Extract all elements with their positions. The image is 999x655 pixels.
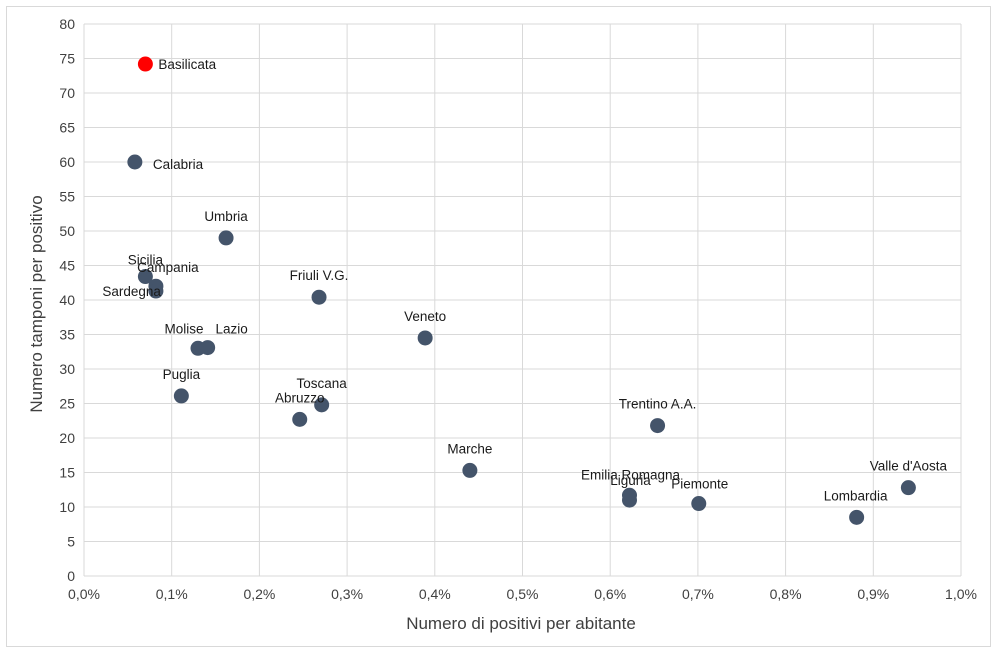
- data-point: [200, 340, 216, 356]
- data-point-label: Puglia: [163, 367, 201, 382]
- data-point: [292, 411, 308, 427]
- tick-layer: 0 5 10 15 20 25 30 35 40 45 50 55 60 65 70 75 80 0,0% 0,1%…: [59, 16, 977, 602]
- y-tick-label: 0: [67, 568, 75, 584]
- data-point-label: Veneto: [404, 309, 446, 324]
- data-point: [127, 154, 143, 170]
- data-point-label: Campania: [137, 260, 199, 275]
- x-tick-label: 0,7%: [682, 586, 714, 602]
- data-point: [314, 397, 330, 413]
- data-point-label: Friuli V.G.: [290, 268, 349, 283]
- x-tick-label: 0,0%: [68, 586, 100, 602]
- y-tick-label: 55: [59, 189, 75, 205]
- data-point: [148, 283, 164, 299]
- data-point-label: Abruzzo: [275, 390, 325, 405]
- data-point-label: Calabria: [153, 157, 204, 172]
- y-axis-title: Numero tamponi per positivo: [27, 195, 46, 412]
- y-tick-label: 25: [59, 396, 75, 412]
- y-tick-label: 35: [59, 327, 75, 343]
- y-tick-label: 50: [59, 223, 75, 239]
- data-point: [173, 388, 189, 404]
- x-tick-label: 0,1%: [156, 586, 188, 602]
- y-tick-label: 5: [67, 534, 75, 550]
- x-tick-label: 0,9%: [857, 586, 889, 602]
- data-point: [849, 509, 865, 525]
- x-tick-label: 0,5%: [507, 586, 539, 602]
- chart-frame: 0 5 10 15 20 25 30 35 40 45 50 55 60 65 70 75 80 0,0% 0,1%…: [6, 6, 991, 647]
- data-point-label: Valle d'Aosta: [870, 459, 948, 474]
- data-point: [650, 418, 666, 434]
- data-point-label: Lombardia: [824, 488, 888, 503]
- x-tick-label: 0,3%: [331, 586, 363, 602]
- data-point-label: Piemonte: [671, 477, 728, 492]
- y-tick-label: 80: [59, 16, 75, 32]
- data-point-label: Sardegna: [102, 284, 161, 299]
- x-tick-label: 0,8%: [770, 586, 802, 602]
- data-point: [137, 269, 153, 285]
- y-tick-label: 20: [59, 430, 75, 446]
- data-point-label: Basilicata: [158, 57, 216, 72]
- grid-layer: [83, 23, 962, 577]
- data-point-label: Molise: [165, 321, 204, 336]
- data-point: [691, 496, 707, 512]
- data-point: [621, 492, 637, 508]
- scatter-chart: 0 5 10 15 20 25 30 35 40 45 50 55 60 65 70 75 80 0,0% 0,1%…: [27, 16, 977, 633]
- x-tick-label: 1,0%: [945, 586, 977, 602]
- data-point-label: Toscana: [297, 376, 348, 391]
- y-tick-label: 40: [59, 292, 75, 308]
- x-tick-label: 0,4%: [419, 586, 451, 602]
- point-layer: [127, 56, 916, 525]
- data-point-label: Lazio: [216, 322, 248, 337]
- x-tick-label: 0,6%: [594, 586, 626, 602]
- data-point-label: Emilia Romagna: [581, 467, 681, 482]
- data-point: [462, 462, 478, 478]
- y-tick-label: 30: [59, 361, 75, 377]
- data-point: [218, 230, 234, 246]
- y-tick-label: 15: [59, 465, 75, 481]
- data-point-label: Trentino A.A.: [619, 397, 697, 412]
- data-point: [311, 289, 327, 305]
- data-point-label: Umbria: [204, 209, 248, 224]
- y-tick-label: 10: [59, 499, 75, 515]
- x-axis-title: Numero di positivi per abitante: [406, 614, 636, 633]
- data-point-label: Marche: [447, 441, 492, 456]
- y-tick-label: 75: [59, 51, 75, 67]
- y-tick-label: 70: [59, 85, 75, 101]
- data-point-label: Liguria: [610, 473, 651, 488]
- data-point-label: Sicilia: [128, 253, 164, 268]
- data-point: [137, 56, 153, 72]
- y-tick-label: 60: [59, 154, 75, 170]
- x-tick-label: 0,2%: [243, 586, 275, 602]
- y-tick-label: 65: [59, 120, 75, 136]
- data-point: [417, 330, 433, 346]
- y-tick-label: 45: [59, 258, 75, 274]
- data-point: [900, 480, 916, 496]
